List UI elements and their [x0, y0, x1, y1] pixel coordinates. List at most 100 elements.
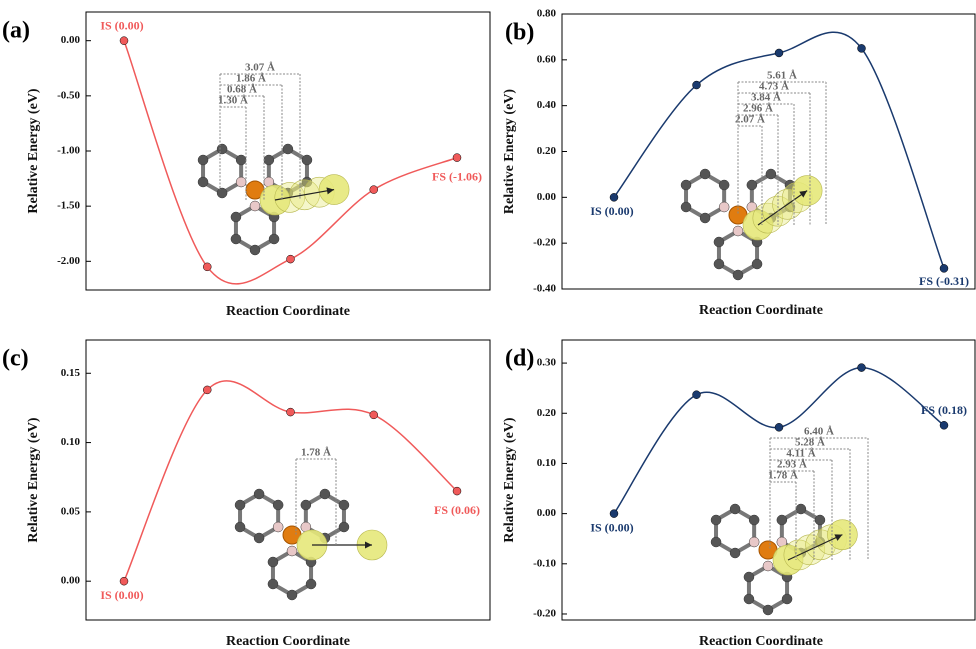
y-axis-label: Relative Energy (eV) [502, 417, 517, 543]
atom [301, 500, 311, 510]
atom [763, 561, 773, 571]
distance-label: 1.30 Å [218, 95, 248, 107]
point-label: FS (0.18) [921, 403, 967, 417]
panel: (d) Reaction Coordinate Relative Energy (e… [502, 340, 975, 649]
panel-label: (d) [505, 346, 534, 372]
atom [339, 500, 349, 510]
atom [719, 180, 729, 190]
energy-point [775, 423, 783, 431]
y-tick-label: -1.00 [57, 145, 80, 157]
atom [730, 548, 740, 558]
panel-label: (c) [2, 346, 29, 372]
atom [268, 557, 278, 567]
y-tick-label: -2.00 [57, 255, 80, 267]
energy-curve [614, 32, 944, 268]
atom [796, 504, 806, 514]
point-label: IS (0.00) [590, 204, 633, 218]
atom [250, 245, 260, 255]
y-tick-label: -0.50 [57, 89, 80, 101]
atom [254, 533, 264, 543]
energy-curve [614, 368, 944, 514]
panel-label: (a) [2, 18, 30, 44]
energy-point [287, 255, 295, 263]
atom [733, 226, 743, 236]
atom [268, 579, 278, 589]
y-tick-label: 0.10 [61, 436, 81, 448]
y-tick-label: 0.60 [537, 53, 557, 65]
energy-point [370, 411, 378, 419]
y-tick-label: 0.00 [537, 191, 557, 203]
atom [198, 177, 208, 187]
distance-label: 1.78 Å [301, 447, 331, 459]
energy-point [775, 49, 783, 57]
atom [749, 515, 759, 525]
y-tick-label: -0.20 [533, 608, 556, 620]
atom [302, 155, 312, 165]
atom [231, 234, 241, 244]
point-label: FS (0.06) [434, 503, 480, 517]
point-label: FS (-1.06) [432, 169, 482, 183]
energy-point [858, 44, 866, 52]
atom [763, 605, 773, 615]
structure-inset: 3.07 Å1.86 Å0.68 Å1.30 Å [198, 62, 349, 255]
x-axis-label: Reaction Coordinate [226, 634, 350, 649]
atom [744, 572, 754, 582]
atom [749, 537, 759, 547]
atom [235, 500, 245, 510]
y-tick-label: 0.00 [537, 507, 557, 519]
y-axis-label: Relative Energy (eV) [26, 88, 41, 214]
panel-label: (b) [505, 20, 534, 46]
atom [711, 537, 721, 547]
energy-point [370, 186, 378, 194]
y-tick-label: 0.80 [537, 8, 557, 20]
atom [681, 180, 691, 190]
atom [700, 169, 710, 179]
atom [198, 155, 208, 165]
atom [320, 489, 330, 499]
y-tick-label: 0.05 [61, 505, 81, 517]
energy-point [940, 421, 948, 429]
x-axis-label: Reaction Coordinate [699, 303, 823, 318]
atom [747, 180, 757, 190]
y-tick-label: 0.40 [537, 99, 557, 111]
energy-point [453, 154, 461, 162]
energy-point [287, 408, 295, 416]
atom [719, 202, 729, 212]
atom [231, 212, 241, 222]
atom [766, 169, 776, 179]
atom [283, 144, 293, 154]
atom [235, 522, 245, 532]
atom [733, 270, 743, 280]
atom [217, 188, 227, 198]
y-tick-label: 0.30 [537, 357, 557, 369]
distance-label: 1.78 Å [768, 470, 798, 482]
energy-point [120, 577, 128, 585]
atom [714, 259, 724, 269]
y-tick-label: 0.10 [537, 457, 557, 469]
energy-curve [124, 41, 457, 284]
energy-point [858, 364, 866, 372]
y-tick-label: 0.20 [537, 145, 557, 157]
atom [269, 234, 279, 244]
atom [264, 155, 274, 165]
atom [287, 590, 297, 600]
structure-inset: 5.61 Å4.73 Å3.84 Å2.96 Å2.07 Å [681, 70, 826, 280]
atom [711, 515, 721, 525]
x-axis-label: Reaction Coordinate [699, 634, 823, 649]
atom [236, 155, 246, 165]
panel: (c) Reaction Coordinate Relative Energy (e… [2, 340, 490, 649]
energy-point [610, 510, 618, 518]
atom [273, 522, 283, 532]
atom [815, 515, 825, 525]
atom [217, 144, 227, 154]
energy-point [203, 386, 211, 394]
energy-point [120, 37, 128, 45]
structure-inset: 6.40 Å5.28 Å4.11 Å2.93 Å1.78 Å [711, 426, 868, 615]
energy-point [693, 81, 701, 89]
atom [777, 515, 787, 525]
y-axis-label: Relative Energy (eV) [26, 417, 41, 543]
point-label: FS (-0.31) [919, 274, 969, 288]
atom [681, 202, 691, 212]
